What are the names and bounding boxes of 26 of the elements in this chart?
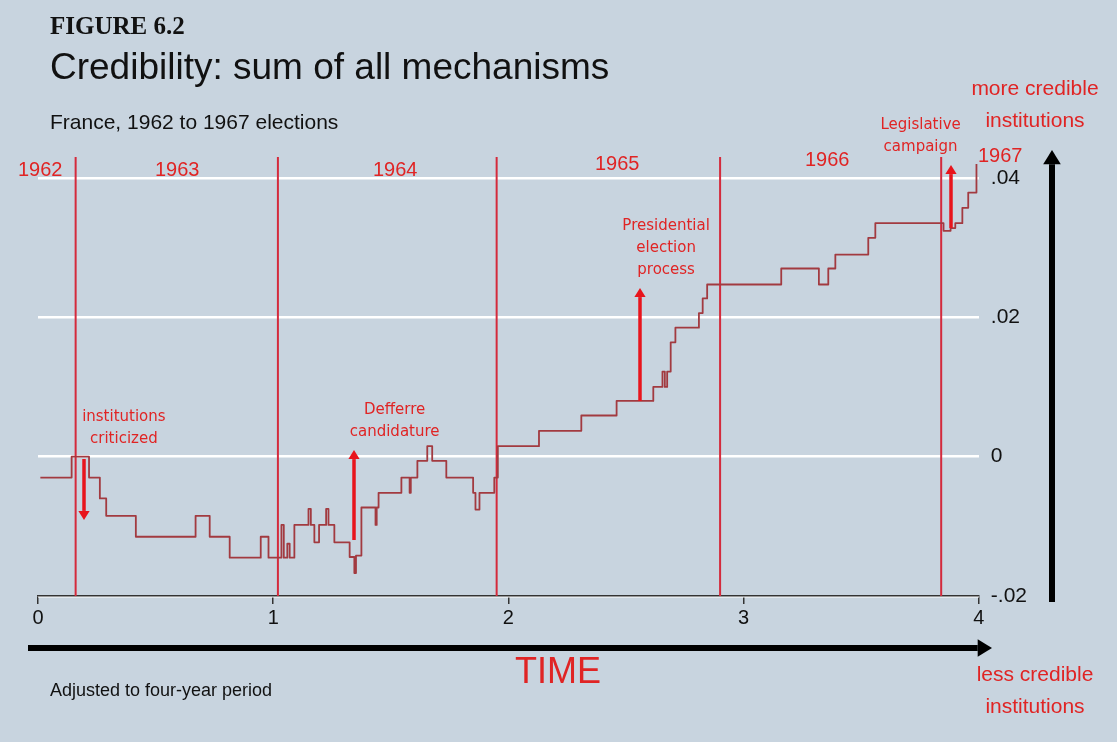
annotation: institutions criticized bbox=[82, 406, 166, 447]
annotation: 1966 bbox=[805, 148, 850, 171]
x-tick-label: 1 bbox=[267, 605, 279, 628]
x-axis-title: TIME bbox=[515, 650, 601, 692]
x-tick-label: 2 bbox=[502, 605, 514, 628]
annotation: Presidential election process bbox=[622, 215, 710, 278]
annotation: 1962 bbox=[18, 158, 63, 181]
annotation: 1964 bbox=[373, 158, 418, 181]
annotation: 1965 bbox=[595, 152, 640, 175]
annotation: Defferre candidature bbox=[349, 400, 440, 441]
x-tick-label: 3 bbox=[738, 605, 750, 628]
y-tick-label: 0 bbox=[990, 443, 1003, 467]
annotation: Legislative campaign bbox=[880, 115, 961, 156]
chart-subtitle: France, 1962 to 1967 elections bbox=[50, 110, 339, 134]
text: less credible institutions bbox=[975, 661, 1095, 719]
annotation: 1963 bbox=[155, 158, 200, 181]
annotation: 1967 bbox=[978, 144, 1023, 167]
y-tick-label: .02 bbox=[990, 304, 1021, 328]
y-tick-label: .04 bbox=[990, 164, 1021, 188]
x-tick-label: 4 bbox=[973, 605, 985, 628]
text: Adjusted to four-year period bbox=[50, 680, 273, 701]
chart-title: Credibility: sum of all mechanisms bbox=[50, 46, 610, 88]
y-tick-label: -.02 bbox=[990, 582, 1027, 606]
caption: FIGURE 6.2 bbox=[50, 12, 185, 40]
text: more credible institutions bbox=[971, 76, 1099, 131]
x-tick-label: 0 bbox=[32, 605, 44, 628]
